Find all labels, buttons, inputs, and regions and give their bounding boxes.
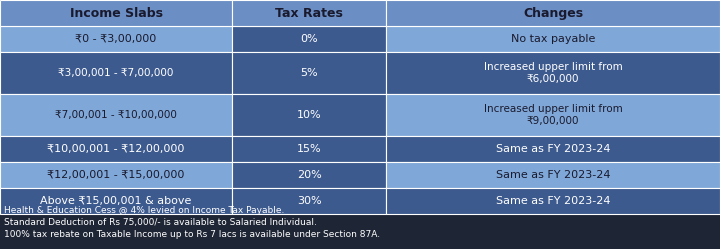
Text: ₹10,00,001 - ₹12,00,000: ₹10,00,001 - ₹12,00,000 [48, 144, 185, 154]
Bar [232, 188, 386, 214]
Text: Same as FY 2023-24: Same as FY 2023-24 [496, 144, 611, 154]
Bar [232, 52, 386, 94]
Bar [386, 52, 720, 94]
Bar [386, 162, 720, 188]
Bar [232, 26, 386, 52]
Text: Increased upper limit from
₹6,00,000: Increased upper limit from ₹6,00,000 [484, 62, 622, 84]
Text: ₹7,00,001 - ₹10,00,000: ₹7,00,001 - ₹10,00,000 [55, 110, 177, 120]
Text: 5%: 5% [300, 68, 318, 78]
Bar [0, 202, 720, 249]
Bar [386, 94, 720, 136]
Text: ₹3,00,001 - ₹7,00,000: ₹3,00,001 - ₹7,00,000 [58, 68, 174, 78]
Bar [386, 26, 720, 52]
Bar [0, 136, 232, 162]
Bar [0, 0, 232, 26]
Text: No tax payable: No tax payable [510, 34, 595, 44]
Bar [232, 0, 386, 26]
Bar [386, 136, 720, 162]
Text: Changes: Changes [523, 6, 583, 19]
Bar [232, 94, 386, 136]
Text: Same as FY 2023-24: Same as FY 2023-24 [496, 196, 611, 206]
Text: Income Slabs: Income Slabs [70, 6, 163, 19]
Bar [386, 188, 720, 214]
Bar [0, 188, 232, 214]
Bar [0, 162, 232, 188]
Text: Standard Deduction of Rs 75,000/- is available to Salaried Individual.: Standard Deduction of Rs 75,000/- is ava… [4, 218, 317, 227]
Text: Above ₹15,00,001 & above: Above ₹15,00,001 & above [40, 196, 192, 206]
Bar [0, 94, 232, 136]
Bar [232, 136, 386, 162]
Bar [232, 162, 386, 188]
Text: 15%: 15% [297, 144, 321, 154]
Text: Increased upper limit from
₹9,00,000: Increased upper limit from ₹9,00,000 [484, 104, 622, 126]
Text: Health & Education Cess @ 4% levied on Income Tax Payable.: Health & Education Cess @ 4% levied on I… [4, 205, 284, 215]
Text: 30%: 30% [297, 196, 321, 206]
Bar [0, 26, 232, 52]
Text: 20%: 20% [297, 170, 321, 180]
Text: 100% tax rebate on Taxable Income up to Rs 7 lacs is available under Section 87A: 100% tax rebate on Taxable Income up to … [4, 230, 380, 239]
Text: ₹12,00,001 - ₹15,00,000: ₹12,00,001 - ₹15,00,000 [48, 170, 185, 180]
Text: 0%: 0% [300, 34, 318, 44]
Text: Tax Rates: Tax Rates [275, 6, 343, 19]
Text: 10%: 10% [297, 110, 321, 120]
Bar [0, 52, 232, 94]
Text: ₹0 - ₹3,00,000: ₹0 - ₹3,00,000 [76, 34, 157, 44]
Bar [386, 0, 720, 26]
Text: Same as FY 2023-24: Same as FY 2023-24 [496, 170, 611, 180]
